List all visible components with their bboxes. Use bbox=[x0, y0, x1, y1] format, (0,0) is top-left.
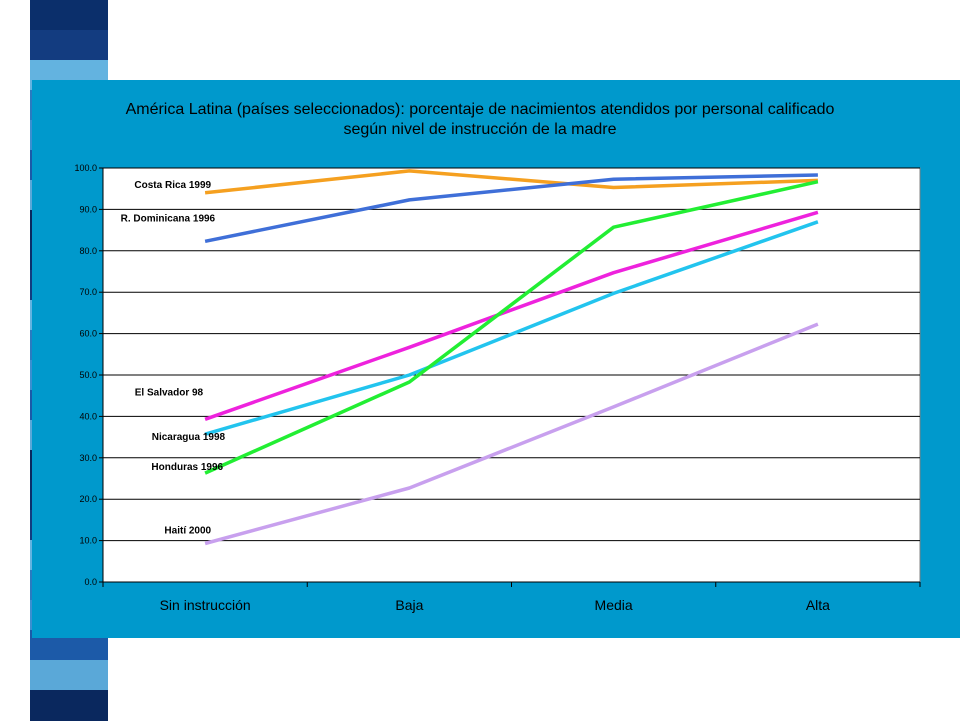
series-label: R. Dominicana 1996 bbox=[121, 213, 216, 224]
x-tick-label: Alta bbox=[806, 597, 830, 613]
stripe-segment bbox=[30, 0, 108, 31]
series-line bbox=[204, 220, 819, 436]
y-tick-label: 40.0 bbox=[79, 411, 97, 421]
series-label: Costa Rica 1999 bbox=[134, 180, 211, 191]
y-tick-label: 20.0 bbox=[79, 494, 97, 504]
series-line bbox=[204, 173, 818, 244]
y-tick-label: 50.0 bbox=[79, 370, 97, 380]
series-label: Haití 2000 bbox=[164, 525, 211, 536]
y-tick-label: 60.0 bbox=[79, 329, 97, 339]
y-tick-label: 80.0 bbox=[79, 246, 97, 256]
series-label: Honduras 1996 bbox=[151, 462, 223, 473]
series-line bbox=[204, 322, 819, 546]
series-line bbox=[204, 169, 818, 195]
series-label: El Salvador 98 bbox=[135, 387, 204, 398]
x-tick-label: Baja bbox=[395, 597, 423, 613]
y-tick-label: 90.0 bbox=[79, 204, 97, 214]
stripe-segment bbox=[30, 30, 108, 61]
chart-title: América Latina (países seleccionados): p… bbox=[0, 100, 960, 140]
chart-title-line-2: según nivel de instrucción de la madre bbox=[343, 121, 617, 138]
series-label: Nicaragua 1998 bbox=[152, 432, 226, 443]
y-tick-label: 100.0 bbox=[74, 163, 97, 173]
series-line bbox=[204, 179, 819, 475]
x-tick-label: Sin instrucción bbox=[160, 597, 251, 613]
y-tick-label: 70.0 bbox=[79, 287, 97, 297]
stripe-segment bbox=[30, 660, 108, 691]
series-line bbox=[204, 210, 819, 421]
chart-title-line-1: América Latina (países seleccionados): p… bbox=[125, 101, 835, 118]
y-tick-label: 10.0 bbox=[79, 536, 97, 546]
y-tick-label: 30.0 bbox=[79, 453, 97, 463]
stripe-segment bbox=[30, 690, 108, 721]
y-tick-label: 0.0 bbox=[84, 577, 97, 587]
x-tick-label: Media bbox=[595, 597, 633, 613]
